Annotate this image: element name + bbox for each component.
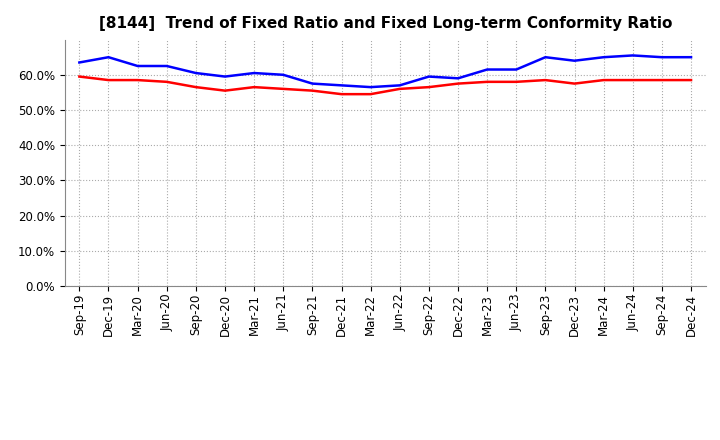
Fixed Long-term Conformity Ratio: [599, 77, 608, 83]
Fixed Ratio: [250, 70, 258, 76]
Fixed Ratio: [454, 76, 462, 81]
Fixed Ratio: [687, 55, 696, 60]
Fixed Ratio: [570, 58, 579, 63]
Fixed Ratio: [163, 63, 171, 69]
Fixed Long-term Conformity Ratio: [395, 86, 404, 92]
Line: Fixed Long-term Conformity Ratio: Fixed Long-term Conformity Ratio: [79, 77, 691, 94]
Fixed Long-term Conformity Ratio: [220, 88, 229, 93]
Fixed Long-term Conformity Ratio: [512, 79, 521, 84]
Fixed Long-term Conformity Ratio: [104, 77, 113, 83]
Fixed Ratio: [366, 84, 375, 90]
Fixed Long-term Conformity Ratio: [337, 92, 346, 97]
Fixed Ratio: [425, 74, 433, 79]
Fixed Long-term Conformity Ratio: [629, 77, 637, 83]
Fixed Ratio: [512, 67, 521, 72]
Fixed Long-term Conformity Ratio: [279, 86, 287, 92]
Fixed Ratio: [279, 72, 287, 77]
Fixed Ratio: [599, 55, 608, 60]
Fixed Ratio: [541, 55, 550, 60]
Fixed Ratio: [483, 67, 492, 72]
Fixed Long-term Conformity Ratio: [75, 74, 84, 79]
Fixed Long-term Conformity Ratio: [570, 81, 579, 86]
Fixed Ratio: [395, 83, 404, 88]
Fixed Long-term Conformity Ratio: [163, 79, 171, 84]
Fixed Long-term Conformity Ratio: [308, 88, 317, 93]
Fixed Ratio: [220, 74, 229, 79]
Fixed Ratio: [337, 83, 346, 88]
Fixed Ratio: [308, 81, 317, 86]
Line: Fixed Ratio: Fixed Ratio: [79, 55, 691, 87]
Fixed Ratio: [192, 70, 200, 76]
Fixed Long-term Conformity Ratio: [687, 77, 696, 83]
Fixed Long-term Conformity Ratio: [366, 92, 375, 97]
Fixed Ratio: [104, 55, 113, 60]
Fixed Long-term Conformity Ratio: [250, 84, 258, 90]
Fixed Ratio: [629, 53, 637, 58]
Title: [8144]  Trend of Fixed Ratio and Fixed Long-term Conformity Ratio: [8144] Trend of Fixed Ratio and Fixed Lo…: [99, 16, 672, 32]
Fixed Long-term Conformity Ratio: [483, 79, 492, 84]
Fixed Long-term Conformity Ratio: [425, 84, 433, 90]
Fixed Long-term Conformity Ratio: [541, 77, 550, 83]
Fixed Long-term Conformity Ratio: [454, 81, 462, 86]
Fixed Long-term Conformity Ratio: [133, 77, 142, 83]
Fixed Long-term Conformity Ratio: [192, 84, 200, 90]
Fixed Long-term Conformity Ratio: [657, 77, 666, 83]
Fixed Ratio: [75, 60, 84, 65]
Fixed Ratio: [657, 55, 666, 60]
Fixed Ratio: [133, 63, 142, 69]
